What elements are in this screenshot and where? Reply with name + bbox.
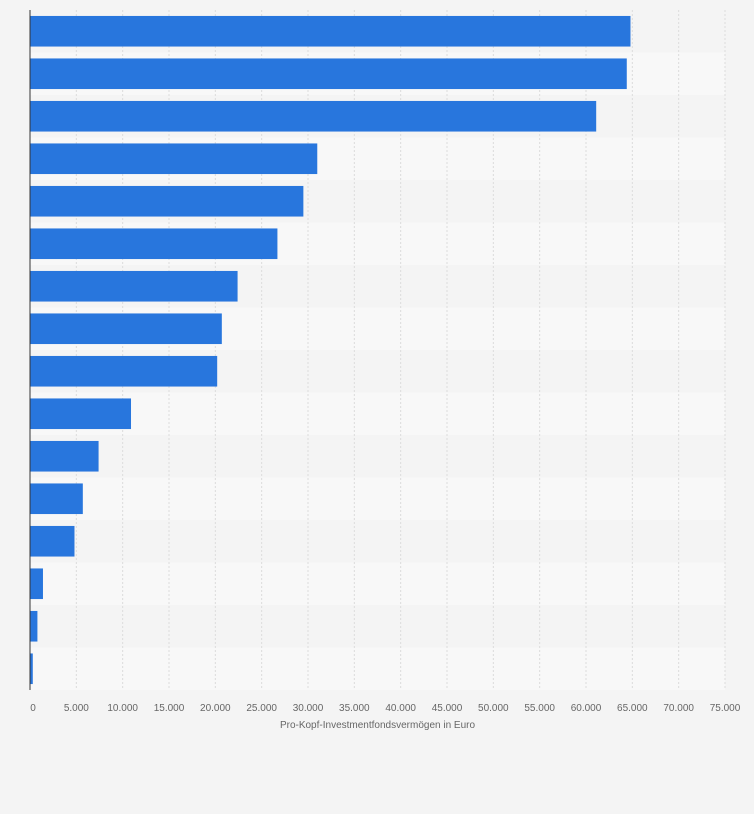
bar[interactable] [30,143,318,175]
row-band [30,647,725,690]
row-band [30,605,725,648]
x-tick-label: 15.000 [154,703,185,714]
bar[interactable] [30,568,43,600]
x-tick-label: 0 [30,703,36,714]
bar[interactable] [30,15,631,47]
row-band [30,392,725,435]
bar[interactable] [30,270,238,302]
x-tick-label: 35.000 [339,703,370,714]
bar[interactable] [30,483,83,515]
x-tick-label: 5.000 [64,703,89,714]
x-tick-label: 45.000 [432,703,463,714]
row-band [30,520,725,563]
bar[interactable] [30,313,222,345]
x-tick-label: 25.000 [246,703,277,714]
x-tick-label: 55.000 [524,703,555,714]
bar[interactable] [30,440,99,472]
x-tick-label: 65.000 [617,703,648,714]
bar[interactable] [30,100,597,132]
bar[interactable] [30,610,38,642]
x-tick-label: 10.000 [107,703,138,714]
x-tick-label: 70.000 [663,703,694,714]
bar[interactable] [30,355,218,387]
x-tick-label: 75.000 [710,703,741,714]
x-tick-label: 50.000 [478,703,509,714]
x-tick-label: 40.000 [385,703,416,714]
bar[interactable] [30,58,627,90]
x-tick-label: 30.000 [293,703,324,714]
row-band [30,435,725,478]
x-tick-label: 20.000 [200,703,231,714]
bars [30,15,631,685]
row-band [30,477,725,520]
x-axis-title: Pro-Kopf-Investmentfondsvermögen in Euro [280,720,476,731]
row-band [30,562,725,605]
bar[interactable] [30,525,75,557]
bar[interactable] [30,653,33,685]
bar[interactable] [30,398,132,430]
x-tick-label: 60.000 [571,703,602,714]
bar[interactable] [30,228,278,260]
bar[interactable] [30,185,304,217]
x-tick-labels: 0 5.000 10.000 15.000 20.000 25.000 30.000 35.0… [30,703,741,714]
